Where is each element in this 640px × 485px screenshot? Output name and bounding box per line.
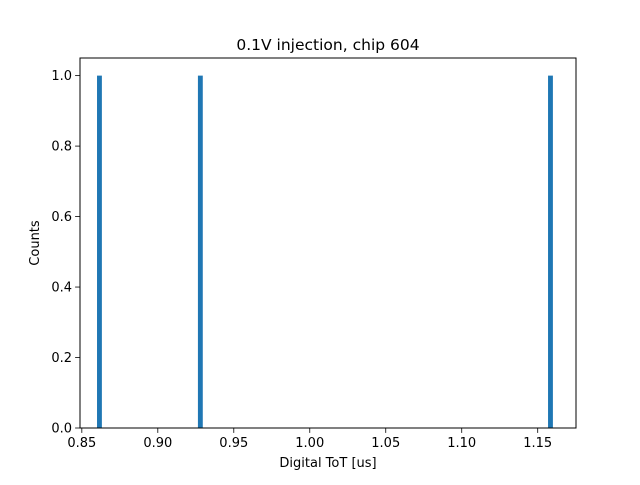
y-tick-label: 1.0 <box>51 69 72 84</box>
plot-frame <box>79 57 577 429</box>
x-axis-label: Digital ToT [us] <box>279 456 376 471</box>
y-tick-label: 0.8 <box>51 140 72 155</box>
x-tick-label: 0.85 <box>67 436 96 451</box>
x-tick-label: 0.90 <box>143 436 172 451</box>
x-ticks-group: 0.85 0.90 0.95 1.00 1.05 1.10 1.15 <box>67 428 552 451</box>
chart-title: 0.1V injection, chip 604 <box>236 36 419 54</box>
y-ticks-group: 0.0 0.2 0.4 0.6 0.8 1.0 <box>51 69 80 437</box>
histogram-bar-1 <box>97 75 102 429</box>
y-tick-label: 0.6 <box>51 210 72 225</box>
y-axis-label: Counts <box>28 220 43 266</box>
y-tick-label: 0.2 <box>51 351 72 366</box>
x-tick-label: 1.05 <box>371 436 400 451</box>
x-tick-label: 1.15 <box>523 436 552 451</box>
y-tick-label: 0.0 <box>51 422 72 437</box>
histogram-bar-3 <box>548 75 553 429</box>
x-tick-label: 1.10 <box>447 436 476 451</box>
y-tick-label: 0.4 <box>51 281 72 296</box>
x-tick-label: 0.95 <box>219 436 248 451</box>
histogram-bar-2 <box>197 75 203 429</box>
x-tick-label: 1.00 <box>295 436 324 451</box>
bars-group <box>97 75 553 429</box>
